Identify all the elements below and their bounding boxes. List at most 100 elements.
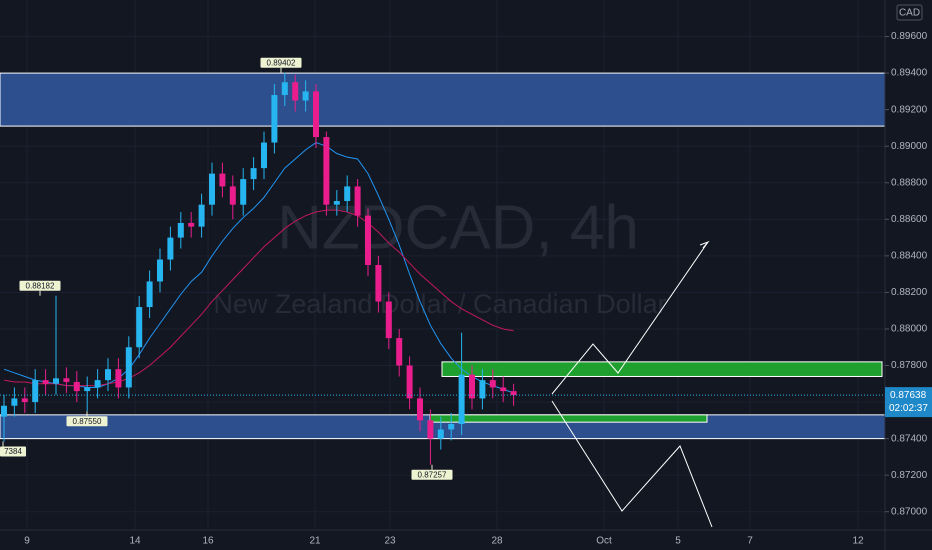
candle-body bbox=[115, 369, 122, 388]
y-tick-label: 0.87000 bbox=[891, 506, 928, 517]
y-tick-label: 0.89000 bbox=[891, 141, 928, 152]
candle-body bbox=[427, 420, 434, 439]
candle-body bbox=[323, 137, 330, 205]
candle-body bbox=[302, 91, 309, 101]
candle-body bbox=[406, 365, 413, 399]
plot: 0.89402 0.88182 0.87550 0.87257 7384 bbox=[0, 57, 885, 480]
candle-body bbox=[250, 168, 257, 180]
candle-body bbox=[157, 259, 163, 282]
y-tick-label: 0.88200 bbox=[891, 287, 928, 298]
zone bbox=[441, 361, 883, 377]
moving-average bbox=[3, 141, 514, 394]
x-tick-label: 5 bbox=[675, 536, 681, 547]
candle-body bbox=[84, 387, 91, 392]
arrow-head bbox=[699, 240, 710, 249]
y-tick-label: 0.88600 bbox=[891, 214, 928, 225]
candle-body bbox=[313, 91, 319, 138]
candle-body bbox=[219, 173, 226, 187]
y-tick-label: 0.88400 bbox=[891, 251, 928, 262]
candle-body bbox=[53, 378, 59, 384]
candle-body bbox=[188, 222, 195, 227]
candle-body bbox=[167, 237, 174, 260]
y-tick-label: 0.89400 bbox=[891, 68, 928, 79]
currency: CAD bbox=[899, 8, 920, 19]
moving-average bbox=[3, 209, 514, 387]
candle-body bbox=[458, 374, 465, 424]
x-tick-label: 9 bbox=[24, 536, 30, 547]
x-tick-label: 28 bbox=[491, 536, 503, 547]
candle-body bbox=[42, 380, 49, 384]
x-tick-label: 16 bbox=[202, 536, 214, 547]
candle-body bbox=[333, 201, 340, 205]
price-label-box bbox=[260, 57, 302, 68]
bull-path bbox=[551, 241, 709, 395]
price-label-box bbox=[0, 446, 26, 457]
candle-body bbox=[146, 281, 153, 308]
candle-body bbox=[1, 405, 7, 417]
candle-body bbox=[240, 179, 247, 205]
price-label-box bbox=[411, 469, 453, 480]
candle-body bbox=[198, 204, 205, 227]
zones bbox=[0, 72, 886, 440]
candle-body bbox=[281, 82, 288, 96]
candle-body bbox=[105, 369, 111, 381]
zone bbox=[429, 414, 708, 423]
y-axis-bg bbox=[885, 0, 932, 550]
y-tick-label: 0.89200 bbox=[891, 104, 928, 115]
candle-body bbox=[448, 424, 455, 430]
countdown: 02:02:37 bbox=[889, 403, 928, 414]
candle-body bbox=[437, 429, 444, 439]
candle-body bbox=[209, 173, 215, 205]
y-tick-label: 0.87800 bbox=[891, 360, 928, 371]
price-label: 0.88182 bbox=[26, 281, 55, 290]
candle-body bbox=[500, 387, 507, 392]
candle-body bbox=[344, 186, 351, 202]
candle-body bbox=[375, 265, 382, 302]
y-tick-label: 0.88800 bbox=[891, 177, 928, 188]
candle-body bbox=[417, 398, 423, 421]
candle-body bbox=[177, 222, 184, 238]
y-tick-label: 0.87200 bbox=[891, 470, 928, 481]
x-tick-label: 7 bbox=[747, 536, 753, 547]
watermark-title: NZDCAD, 4h bbox=[277, 193, 639, 262]
drawings bbox=[551, 240, 713, 528]
candle-body bbox=[21, 398, 28, 403]
candle-body bbox=[229, 186, 236, 205]
price-label: 0.89402 bbox=[267, 58, 296, 67]
candle-body bbox=[136, 307, 143, 348]
zone bbox=[0, 72, 886, 127]
candle-body bbox=[261, 142, 267, 169]
watermark-subtitle: New Zealand Dollar / Canadian Dollar bbox=[213, 289, 666, 319]
x-tick-label: Oct bbox=[596, 536, 612, 547]
y-tick-label: 0.89600 bbox=[891, 31, 928, 42]
candle-body bbox=[125, 347, 132, 388]
bear-path bbox=[551, 400, 713, 528]
candle-body bbox=[510, 391, 517, 396]
x-tick-label: 14 bbox=[129, 536, 141, 547]
candle-body bbox=[32, 380, 39, 403]
price-label: 0.87550 bbox=[73, 417, 102, 426]
candle-body bbox=[489, 380, 496, 388]
candle-body bbox=[63, 378, 70, 382]
y-tick-label: 0.88000 bbox=[891, 324, 928, 335]
x-tick-label: 23 bbox=[384, 536, 396, 547]
candle-body bbox=[469, 374, 475, 399]
candle-body bbox=[94, 380, 101, 388]
y-tick-label: 0.87400 bbox=[891, 433, 928, 444]
candle-body bbox=[271, 95, 278, 143]
candle-body bbox=[396, 338, 403, 366]
price-label: 7384 bbox=[4, 447, 22, 456]
candle-body bbox=[385, 301, 392, 339]
currency-box bbox=[896, 4, 923, 21]
x-tick-label: 12 bbox=[852, 536, 864, 547]
price-label-box bbox=[19, 280, 61, 291]
candle-body bbox=[292, 82, 299, 101]
candle-body bbox=[354, 186, 361, 216]
last-price-box bbox=[885, 387, 932, 418]
candle-body bbox=[365, 215, 371, 265]
candle-body bbox=[479, 380, 486, 399]
candle-body bbox=[73, 381, 80, 392]
